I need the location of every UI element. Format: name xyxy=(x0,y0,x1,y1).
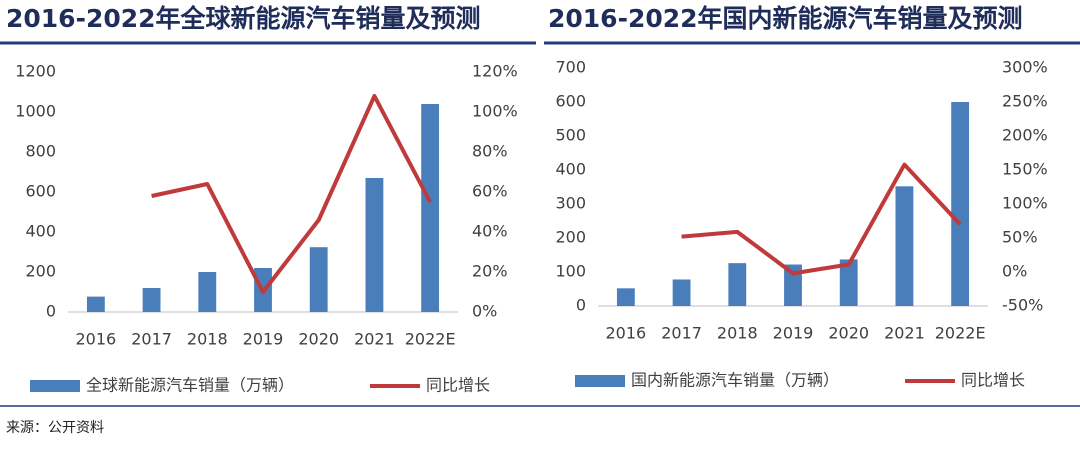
y-tick-label: 400 xyxy=(555,160,586,179)
legend-swatch xyxy=(30,380,80,392)
x-tick-label: 2022E xyxy=(935,324,986,343)
y-tick-label: 800 xyxy=(25,142,56,161)
y-tick-label: 100 xyxy=(555,262,586,281)
y2-tick-label: 20% xyxy=(472,262,508,281)
bar xyxy=(198,272,217,312)
legend-label: 全球新能源汽车销量（万辆） xyxy=(86,376,294,395)
y-tick-label: 1200 xyxy=(15,62,56,81)
x-tick-label: 2016 xyxy=(75,330,116,349)
y2-tick-label: 120% xyxy=(472,62,518,81)
legend-label: 同比增长 xyxy=(426,376,490,395)
y-tick-label: 0 xyxy=(46,302,56,321)
y2-tick-label: -50% xyxy=(1002,296,1043,315)
y2-tick-label: 150% xyxy=(1002,160,1048,179)
bar xyxy=(839,259,858,306)
y2-tick-label: 40% xyxy=(472,222,508,241)
bar xyxy=(895,186,914,306)
x-tick-label: 2019 xyxy=(243,330,284,349)
x-tick-label: 2021 xyxy=(884,324,925,343)
y-tick-label: 0 xyxy=(576,296,586,315)
bar xyxy=(784,264,802,306)
x-tick-label: 2020 xyxy=(828,324,869,343)
chart-title: 2016-2022年全球新能源汽车销量及预测 xyxy=(6,4,481,33)
line xyxy=(151,94,432,294)
x-tick-label: 2018 xyxy=(717,324,758,343)
bar xyxy=(86,296,105,312)
y-tick-label: 300 xyxy=(555,194,586,213)
y2-tick-label: 60% xyxy=(472,182,508,201)
legend-swatch xyxy=(575,375,625,387)
bar xyxy=(365,178,384,312)
x-tick-label: 2017 xyxy=(131,330,172,349)
y2-tick-label: 250% xyxy=(1002,92,1048,111)
y2-tick-label: 0% xyxy=(472,302,497,321)
y2-tick-label: 80% xyxy=(472,142,508,161)
y2-tick-label: 50% xyxy=(1002,228,1038,247)
x-tick-label: 2020 xyxy=(298,330,339,349)
bar xyxy=(309,247,328,312)
y-tick-label: 200 xyxy=(555,228,586,247)
y2-tick-label: 100% xyxy=(1002,194,1048,213)
y2-tick-label: 100% xyxy=(472,102,518,121)
legend-label: 国内新能源汽车销量（万辆） xyxy=(631,371,839,390)
y2-tick-label: 0% xyxy=(1002,262,1027,281)
y2-tick-label: 300% xyxy=(1002,58,1048,77)
bar xyxy=(951,102,970,306)
y-tick-label: 600 xyxy=(555,92,586,111)
source-note: 来源：公开资料 xyxy=(6,420,104,436)
y-tick-label: 700 xyxy=(555,58,586,77)
y2-tick-label: 200% xyxy=(1002,126,1048,145)
line xyxy=(681,162,962,276)
bar xyxy=(728,263,747,306)
x-tick-label: 2019 xyxy=(773,324,814,343)
y-tick-label: 500 xyxy=(555,126,586,145)
y-tick-label: 1000 xyxy=(15,102,56,121)
bar xyxy=(421,104,440,312)
x-tick-label: 2022E xyxy=(405,330,456,349)
x-tick-label: 2021 xyxy=(354,330,395,349)
chart-title: 2016-2022年国内新能源汽车销量及预测 xyxy=(548,4,1023,33)
y-tick-label: 400 xyxy=(25,222,56,241)
legend-label: 同比增长 xyxy=(961,371,1025,390)
bar xyxy=(672,279,691,306)
y-tick-label: 600 xyxy=(25,182,56,201)
bar xyxy=(142,288,161,312)
bar xyxy=(616,288,635,306)
x-tick-label: 2017 xyxy=(661,324,702,343)
x-tick-label: 2016 xyxy=(605,324,646,343)
x-tick-label: 2018 xyxy=(187,330,228,349)
y-tick-label: 200 xyxy=(25,262,56,281)
